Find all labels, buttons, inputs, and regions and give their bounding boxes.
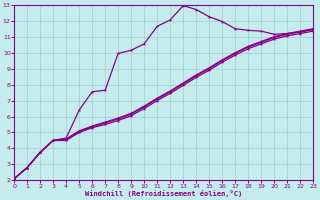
X-axis label: Windchill (Refroidissement éolien,°C): Windchill (Refroidissement éolien,°C) bbox=[85, 190, 242, 197]
